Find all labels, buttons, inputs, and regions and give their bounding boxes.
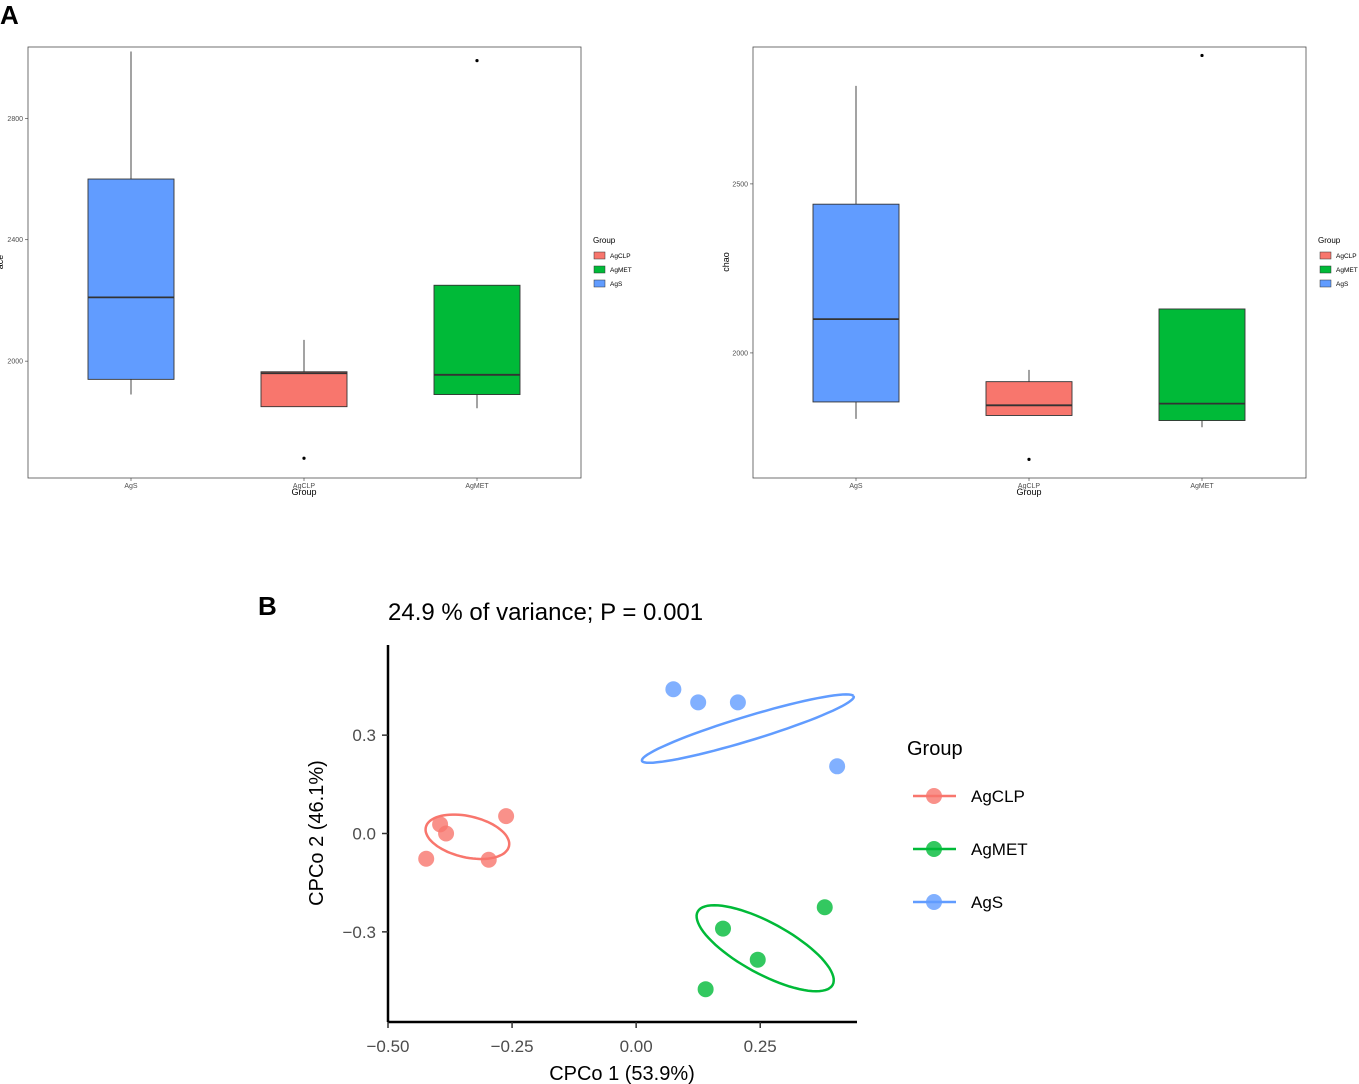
chao-legend-label-agmet: AgMET	[1336, 267, 1358, 274]
ace-xlabel: Group	[291, 487, 316, 497]
pcoa-legend-title: Group	[907, 738, 963, 760]
pcoa-legend-item-agmet: AgMET	[913, 840, 1028, 859]
pcoa-legend-label-agclp: AgCLP	[971, 787, 1025, 806]
ace-legend-title: Group	[593, 236, 616, 245]
pcoa-legend-dot-agmet	[926, 841, 942, 857]
ace-box-agmet-outlier-0	[475, 59, 479, 63]
chao-xlabel: Group	[1016, 487, 1041, 497]
pcoa-point-agmet-3	[697, 981, 714, 998]
pcoa-point-ags-2	[729, 694, 746, 711]
chao-legend-key-agclp	[1319, 251, 1332, 260]
pcoa-point-ags-3	[829, 758, 846, 775]
pcoa-point-agmet-0	[715, 920, 731, 937]
pcoa-point-agclp-3	[418, 850, 435, 867]
ace-xtick-label-agmet: AgMET	[465, 483, 489, 490]
chao-ylabel: chao	[721, 252, 731, 272]
pcoa-xtick-label-1: −0.25	[491, 1037, 534, 1056]
ace-legend-item-ags: AgS	[593, 279, 623, 288]
ace-boxplot: ace Group Group AgCLP AgMET AgS 2000 2400…	[0, 46, 632, 497]
pcoa-xtick-label-3: 0.25	[744, 1037, 777, 1056]
pcoa-legend: AgCLP AgMET AgS	[913, 787, 1028, 912]
pcoa-ellipse-ags	[640, 693, 856, 765]
ace-legend-label-ags: AgS	[610, 281, 623, 288]
ace-box-agclp	[260, 371, 348, 408]
ace-legend: AgCLP AgMET AgS	[593, 251, 632, 288]
pcoa-ytick-label-1: 0.0	[352, 825, 376, 844]
chao-xtick-label-ags: AgS	[849, 483, 863, 490]
ace-box-agmet	[433, 284, 521, 395]
pcoa-legend-label-ags: AgS	[971, 893, 1003, 912]
panel-a-label: A	[0, 0, 19, 30]
pcoa-legend-item-agclp: AgCLP	[913, 787, 1025, 806]
ace-legend-key-agmet	[593, 265, 606, 274]
pcoa-point-agmet-2	[816, 899, 833, 916]
pcoa-legend-dot-ags	[926, 894, 942, 910]
pcoa-legend-label-agmet: AgMET	[971, 840, 1028, 859]
chao-box-agclp	[985, 381, 1073, 416]
pcoa-point-agmet-1	[749, 951, 766, 968]
ace-ytick-label-2: 2800	[7, 116, 23, 123]
ace-legend-key-ags	[593, 279, 606, 288]
ace-ylabel: ace	[0, 255, 5, 270]
pcoa-title: 24.9 % of variance; P = 0.001	[388, 599, 703, 626]
chao-xtick-label-agclp: AgCLP	[1018, 483, 1041, 490]
ace-box-agclp-outlier-0	[302, 456, 306, 460]
chao-ytick-label-1: 2500	[732, 181, 748, 188]
chao-legend-item-agclp: AgCLP	[1319, 251, 1357, 260]
ace-legend-label-agclp: AgCLP	[610, 253, 631, 260]
chao-ytick-label-0: 2000	[732, 350, 748, 357]
chao-legend-key-agmet	[1319, 265, 1332, 274]
pcoa-point-agclp-2	[498, 808, 515, 825]
ace-box-ags	[87, 178, 175, 380]
chao-box-agmet	[1158, 308, 1246, 421]
chao-xtick-label-agmet: AgMET	[1190, 483, 1214, 490]
pcoa-ylabel: CPCo 2 (46.1%)	[306, 760, 328, 906]
chao-legend-label-agclp: AgCLP	[1336, 253, 1357, 260]
pcoa-xtick-label-2: 0.00	[620, 1037, 653, 1056]
chao-box-ags	[812, 203, 900, 403]
chao-boxplot: chao Group Group AgCLP AgMET AgS 2000 250…	[721, 46, 1358, 497]
pcoa-xtick-label-0: −0.50	[366, 1037, 409, 1056]
chao-box-agmet-outlier-0	[1200, 53, 1204, 58]
pcoa-legend-item-ags: AgS	[913, 893, 1003, 912]
chao-legend-label-ags: AgS	[1336, 281, 1349, 288]
chao-legend-key-ags	[1319, 279, 1332, 288]
ace-ytick-label-0: 2000	[7, 359, 23, 366]
chao-legend-item-agmet: AgMET	[1319, 265, 1358, 274]
pcoa-legend-dot-agclp	[926, 788, 942, 804]
chao-legend-title: Group	[1318, 236, 1341, 245]
ace-legend-key-agclp	[593, 251, 606, 260]
ace-ytick-label-1: 2400	[7, 237, 23, 244]
pcoa-scatter: 24.9 % of variance; P = 0.001 CPCo 1 (53…	[306, 599, 1028, 1084]
pcoa-point-ags-1	[690, 694, 707, 711]
pcoa-ytick-label-0: 0.3	[352, 726, 376, 745]
ace-legend-item-agmet: AgMET	[593, 265, 632, 274]
pcoa-ellipse-agclp	[424, 813, 511, 861]
pcoa-point-agclp-4	[480, 851, 497, 868]
chao-box-agclp-outlier-0	[1027, 457, 1031, 462]
ace-xtick-label-ags: AgS	[124, 483, 138, 490]
pcoa-ytick-label-2: −0.3	[342, 923, 376, 942]
chao-legend: AgCLP AgMET AgS	[1319, 251, 1358, 288]
pcoa-ellipse-agmet	[695, 903, 835, 993]
ace-legend-item-agclp: AgCLP	[593, 251, 631, 260]
chao-panel-border	[752, 46, 1307, 479]
chao-legend-item-ags: AgS	[1319, 279, 1349, 288]
ace-legend-label-agmet: AgMET	[610, 267, 632, 274]
ace-xtick-label-agclp: AgCLP	[293, 483, 316, 490]
pcoa-point-agclp-1	[438, 825, 455, 842]
ace-panel-border	[27, 46, 582, 479]
pcoa-xlabel: CPCo 1 (53.9%)	[549, 1063, 695, 1084]
panel-b-label: B	[258, 591, 277, 621]
pcoa-point-ags-0	[665, 681, 682, 698]
